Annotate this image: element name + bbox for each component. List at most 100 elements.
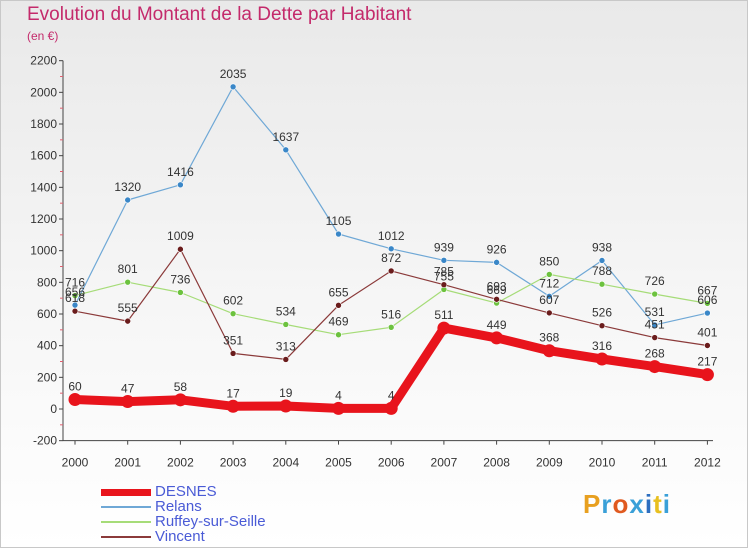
y-tick-label: 2200 — [30, 54, 57, 68]
data-point — [335, 301, 342, 309]
series-line — [74, 248, 709, 360]
data-point — [651, 290, 659, 298]
data-point — [279, 399, 293, 413]
legend-swatch — [101, 521, 151, 523]
x-tick-label: 2006 — [378, 456, 405, 470]
data-label: 60 — [68, 380, 82, 394]
data-point — [598, 257, 606, 264]
data-label: 531 — [645, 305, 665, 319]
data-label: 618 — [65, 291, 85, 305]
data-label: 712 — [539, 276, 559, 290]
data-label: 693 — [487, 279, 507, 293]
data-label: 351 — [223, 333, 243, 347]
legend-label: Relans — [155, 498, 202, 515]
data-label: 1009 — [167, 229, 194, 243]
data-label: 58 — [174, 380, 188, 394]
legend-swatch — [101, 506, 151, 508]
data-point — [440, 257, 448, 264]
data-point — [648, 360, 662, 374]
legend-label: Ruffey-sur-Seille — [155, 513, 266, 530]
data-label: 316 — [592, 339, 612, 353]
y-tick-label: 1000 — [30, 244, 57, 258]
data-label: 602 — [223, 294, 243, 308]
data-label: 801 — [118, 262, 138, 276]
data-label: 1320 — [114, 180, 141, 194]
x-tick-label: 2011 — [642, 456, 668, 470]
data-label: 656 — [65, 285, 85, 299]
data-point — [651, 334, 659, 341]
y-tick-label: 400 — [37, 339, 57, 353]
data-label: 926 — [487, 242, 507, 256]
data-label: 788 — [592, 264, 612, 278]
x-tick-label: 2002 — [167, 456, 194, 470]
x-tick-label: 2009 — [536, 456, 563, 470]
data-point — [542, 344, 556, 358]
y-tick-label: 200 — [37, 370, 57, 384]
data-label: 716 — [65, 276, 85, 290]
data-label: 4 — [335, 388, 342, 402]
data-label: 555 — [118, 301, 138, 315]
data-point — [229, 83, 237, 91]
data-label: 511 — [434, 308, 453, 322]
data-label: 268 — [645, 347, 665, 361]
data-label: 1105 — [326, 214, 352, 228]
data-label: 655 — [328, 285, 348, 299]
legend-swatch — [101, 536, 151, 538]
data-label: 19 — [279, 386, 293, 400]
data-point — [437, 321, 451, 335]
data-point — [387, 245, 395, 253]
data-label: 449 — [487, 318, 507, 332]
data-point — [387, 324, 395, 331]
data-point — [226, 399, 240, 413]
legend-label: DESNES — [155, 483, 217, 500]
data-point — [493, 295, 500, 303]
data-point — [440, 281, 448, 289]
y-tick-label: 600 — [37, 307, 57, 321]
data-label: 755 — [434, 269, 454, 283]
data-point — [384, 401, 398, 415]
data-point — [335, 331, 342, 339]
data-point — [282, 321, 290, 328]
y-tick-label: 0 — [50, 402, 57, 416]
x-tick-label: 2004 — [272, 456, 299, 470]
data-label: 516 — [381, 307, 401, 321]
y-tick-label: 1400 — [30, 180, 57, 194]
x-tick-label: 2008 — [483, 456, 510, 470]
data-point — [282, 146, 290, 154]
data-label: 726 — [645, 274, 665, 288]
data-point — [598, 280, 606, 288]
data-point — [177, 181, 184, 189]
data-label: 1637 — [272, 130, 299, 144]
data-point — [282, 356, 290, 363]
data-point — [545, 271, 553, 278]
data-label: 667 — [697, 283, 717, 297]
data-label: 939 — [434, 240, 454, 254]
x-tick-label: 2010 — [589, 456, 616, 470]
data-point — [704, 300, 711, 307]
data-point — [177, 245, 184, 253]
brand-logo: Proxiti — [583, 489, 671, 519]
legend-swatch — [101, 489, 151, 496]
data-label: 469 — [328, 315, 348, 329]
data-label: 47 — [121, 382, 135, 396]
data-point — [704, 342, 711, 349]
data-label: 401 — [697, 326, 717, 340]
data-label: 17 — [226, 386, 240, 400]
data-point — [335, 230, 342, 238]
x-tick-label: 2007 — [431, 456, 458, 470]
series-line — [74, 86, 709, 326]
data-point — [124, 278, 131, 286]
data-label: 451 — [645, 318, 665, 332]
x-tick-label: 2001 — [114, 456, 141, 470]
data-point — [121, 395, 135, 409]
x-tick-label: 2005 — [325, 456, 352, 470]
data-label: 736 — [170, 272, 190, 286]
data-point — [598, 322, 606, 330]
data-label: 4 — [388, 388, 395, 402]
y-tick-label: 1600 — [30, 149, 57, 163]
data-point — [595, 352, 609, 366]
data-point — [229, 310, 237, 317]
data-point — [490, 331, 504, 345]
data-label: 850 — [539, 254, 559, 268]
